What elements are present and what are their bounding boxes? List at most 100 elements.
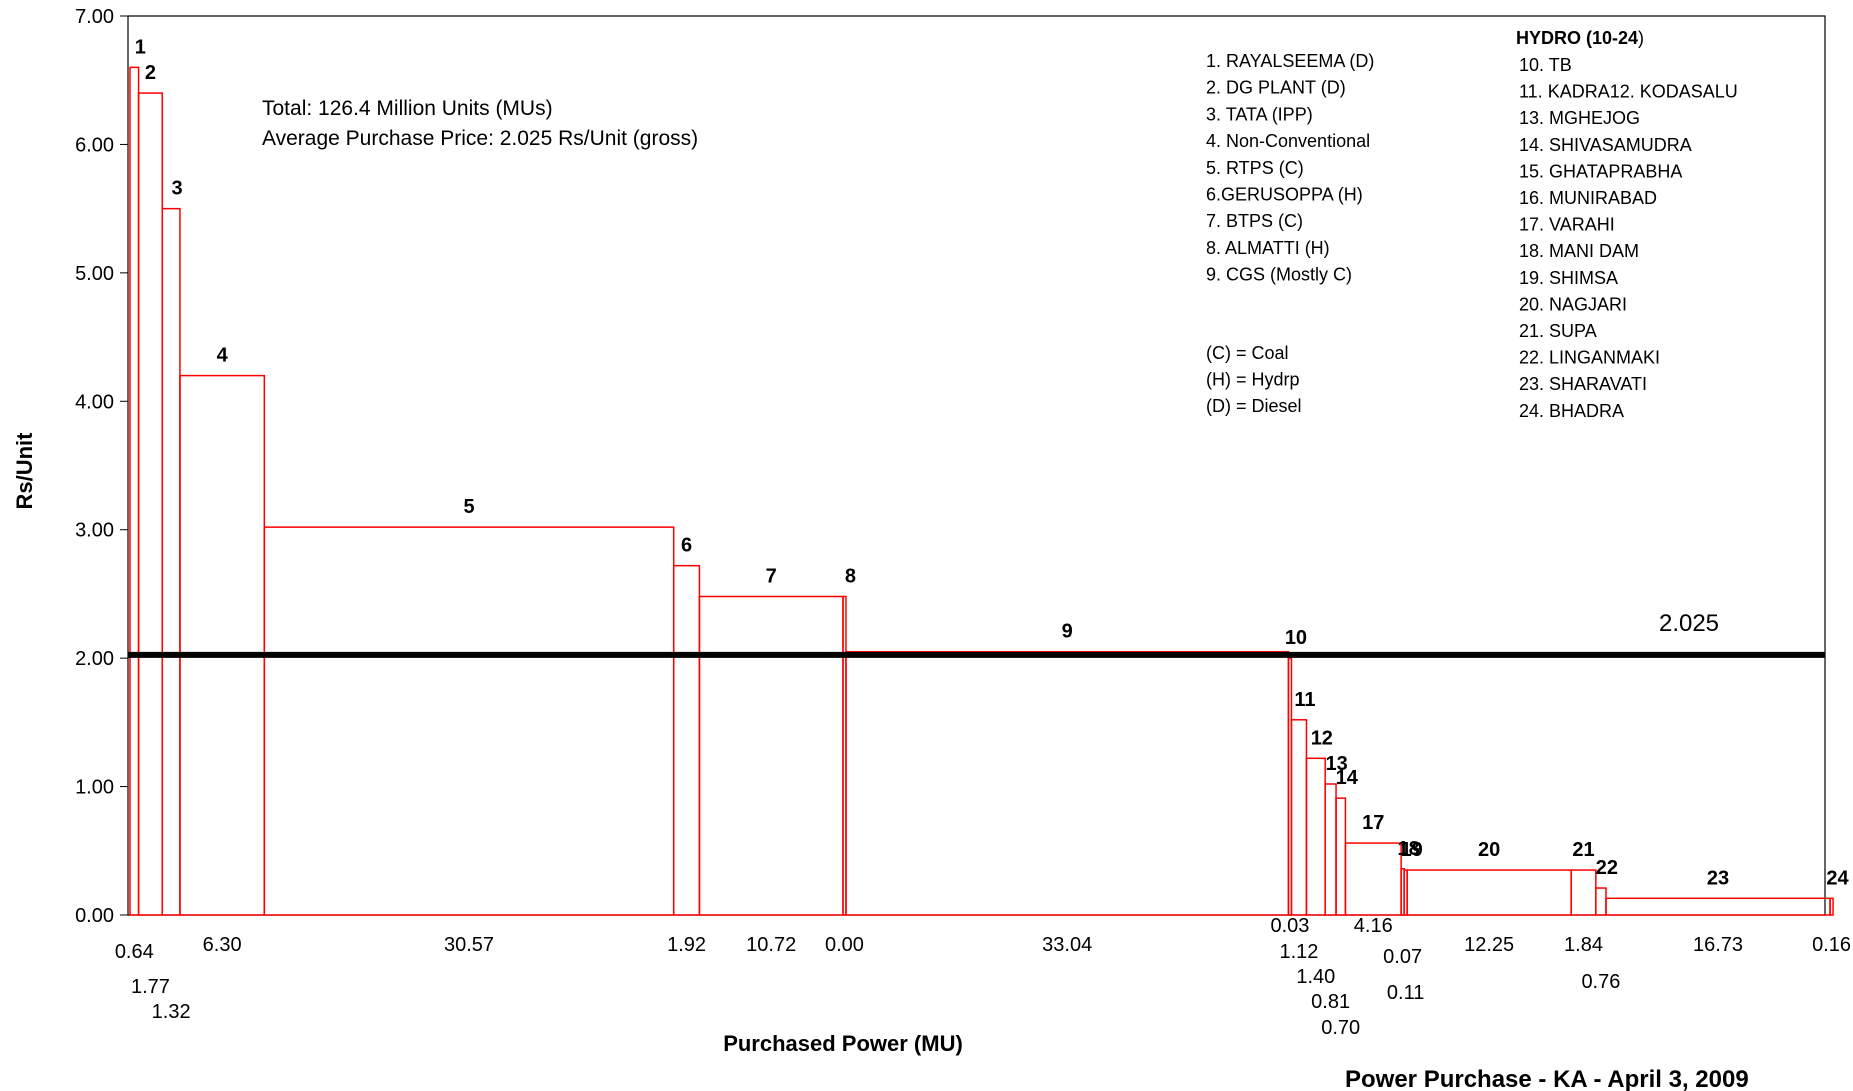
block-width-6: 1.92 [667,934,706,956]
legend-hydro-item: 24. BHADRA [1519,401,1624,421]
legend-hydro-item: 17. VARAHI [1519,215,1615,235]
y-tick-label: 6.00 [75,134,114,156]
cost-block-20 [1406,869,1572,916]
y-tick-label: 3.00 [75,520,114,542]
legend-plants: 1. RAYALSEEMA (D) 2. DG PLANT (D) 3. TATA … [1206,51,1374,285]
block-label-12: 12 [1311,727,1333,749]
cost-block-17 [1344,842,1402,916]
block-width-14: 0.70 [1321,1017,1360,1039]
legend-key-item: (H) = Hydrp [1206,370,1300,390]
legend-hydro-item: 16. MUNIRABAD [1519,188,1657,208]
block-width-19: 0.11 [1387,982,1424,1004]
block-label-21: 21 [1572,839,1594,861]
block-label-20: 20 [1478,839,1500,861]
cost-block-2 [137,92,164,916]
y-tick-label: 7.00 [75,6,114,28]
block-label-9: 9 [1062,621,1073,643]
cost-block-5 [263,526,675,916]
cost-block-22 [1595,887,1607,916]
block-label-10: 10 [1285,627,1307,649]
block-width-24: 0.16 [1812,934,1851,956]
cost-block-4 [179,374,266,916]
average-price-label: 2.025 [1659,610,1719,637]
block-width-17: 4.16 [1354,915,1393,937]
legend-plant-item: 5. RTPS (C) [1206,158,1304,178]
legend-hydro: HYDRO (10-24) 10. TB 11. KADRA12. KODASAL… [1516,28,1738,421]
legend-plant-item: 1. RAYALSEEMA (D) [1206,51,1374,71]
legend-hydro-item: 22. LINGANMAKI [1519,348,1660,368]
legend-plant-item: 7. BTPS (C) [1206,211,1303,231]
y-tick-label: 1.00 [75,777,114,799]
y-tick-label: 4.00 [75,391,114,413]
legend-hydro-item: 21. SUPA [1519,321,1597,341]
legend-hydro-header: HYDRO (10-24) [1516,28,1644,48]
y-tick-label: 5.00 [75,263,114,285]
legend-plant-item: 4. Non-Conventional [1206,131,1370,151]
block-width-8: 0.00 [825,934,864,956]
block-width-2: 1.77 [131,976,170,998]
legend-hydro-item: 14. SHIVASAMUDRA [1519,135,1692,155]
cost-block-9 [845,650,1290,916]
legend-plant-item: 6.GERUSOPPA (H) [1206,185,1363,205]
block-label-22: 22 [1596,857,1618,879]
legend-key-item: (C) = Coal [1206,343,1289,363]
cost-block-12 [1305,757,1326,916]
block-label-3: 3 [172,178,183,200]
block-width-9: 33.04 [1042,934,1092,956]
block-width-10: 0.03 [1270,915,1309,937]
cost-block-13 [1324,783,1337,916]
block-label-4: 4 [217,345,229,367]
annotation-average-price: Average Purchase Price: 2.025 Rs/Unit (g… [262,127,698,150]
block-label-7: 7 [766,565,777,587]
block-width-21: 1.84 [1564,934,1603,956]
block-width-22: 0.76 [1581,971,1620,993]
legend-hydro-item: 19. SHIMSA [1519,268,1618,288]
cost-block-21 [1570,869,1597,916]
legend-plant-item: 8. ALMATTI (H) [1206,238,1330,258]
block-label-5: 5 [463,496,474,518]
cost-block-11 [1290,719,1308,916]
block-width-7: 10.72 [746,934,796,956]
cost-block-3 [161,207,181,916]
y-axis-title: Rs/Unit [12,432,37,510]
legend-plant-item: 3. TATA (IPP) [1206,104,1313,124]
legend-hydro-item: 11. KADRA12. KODASALU [1519,82,1738,102]
block-label-24: 24 [1826,867,1849,889]
block-width-20: 12.25 [1464,934,1514,956]
legend-hydro-item: 13. MGHEJOG [1519,108,1640,128]
block-label-11: 11 [1294,689,1315,711]
legend-hydro-item: 10. TB [1519,55,1572,75]
block-width-1: 0.64 [115,941,154,963]
cost-block-14 [1335,797,1347,916]
block-label-8: 8 [845,565,856,587]
legend-hydro-item: 20. NAGJARI [1519,294,1627,314]
legend-hydro-item: 23. SHARAVATI [1519,374,1647,394]
legend-plant-item: 2. DG PLANT (D) [1206,78,1346,98]
cost-block-1 [129,66,140,916]
cost-block-6 [672,564,701,916]
block-label-17: 17 [1362,812,1384,834]
block-label-2: 2 [145,62,156,84]
block-label-23: 23 [1707,867,1729,889]
y-tick-label: 0.00 [75,905,114,927]
block-width-12: 1.40 [1296,966,1335,988]
cost-block-7 [698,595,844,916]
footer-caption: Power Purchase - KA - April 3, 2009 [1345,1066,1749,1091]
block-label-19: 19 [1401,839,1423,861]
block-width-5: 30.57 [444,934,494,956]
cost-block-24 [1829,897,1834,916]
y-tick-label: 2.00 [75,648,114,670]
block-width-3: 1.32 [152,1001,191,1023]
block-width-11: 1.12 [1279,941,1318,963]
annotation-total: Total: 126.4 Million Units (MUs) [262,97,553,120]
block-width-23: 16.73 [1693,934,1743,956]
block-label-18: 18 [1398,838,1420,860]
cost-block-23 [1605,897,1831,916]
block-label-1: 1 [135,36,146,58]
legend-fuel-key: (C) = Coal (H) = Hydrp (D) = Diesel [1206,343,1302,416]
block-width-13: 0.81 [1311,991,1350,1013]
block-width-18: 0.07 [1383,946,1422,968]
legend-hydro-item: 15. GHATAPRABHA [1519,161,1682,181]
